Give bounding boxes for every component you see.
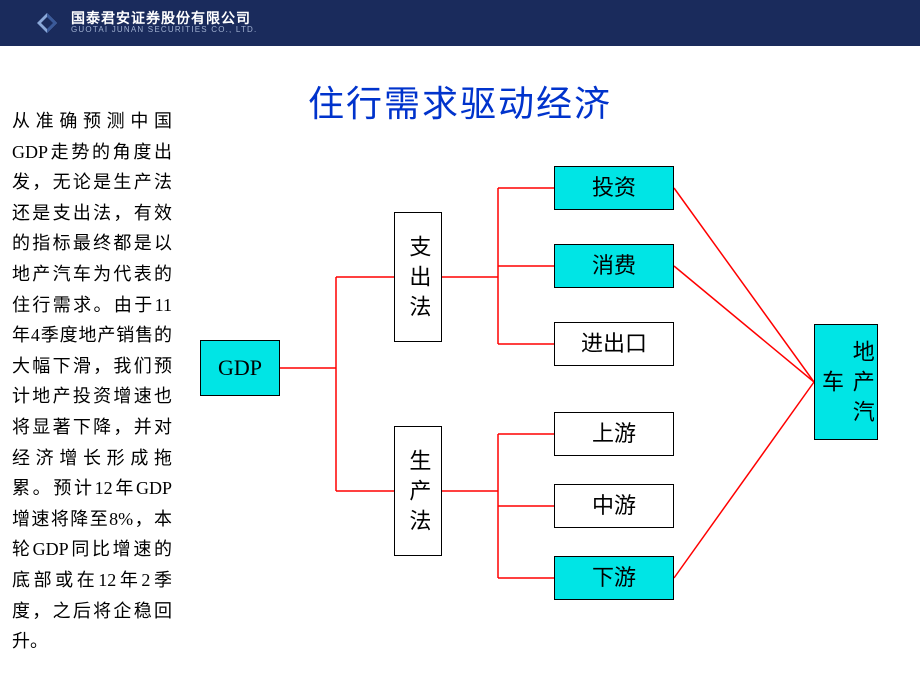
flow-diagram: GDP 支出法生产法 投资消费进出口上游中游下游 地产汽车 — [180, 140, 920, 670]
node-c3: 进出口 — [554, 322, 674, 366]
company-name-block: 国泰君安证券股份有限公司 GUOTAI JUNAN SECURITIES CO.… — [71, 11, 257, 35]
node-method2: 生产法 — [394, 426, 442, 556]
node-c1: 投资 — [554, 166, 674, 210]
slide-header: 国泰君安证券股份有限公司 GUOTAI JUNAN SECURITIES CO.… — [0, 0, 920, 46]
node-target: 地产汽车 — [814, 324, 878, 440]
company-name-cn: 国泰君安证券股份有限公司 — [71, 11, 257, 26]
node-gdp: GDP — [200, 340, 280, 396]
node-c5: 中游 — [554, 484, 674, 528]
company-name-en: GUOTAI JUNAN SECURITIES CO., LTD. — [71, 26, 257, 35]
company-logo-icon — [35, 11, 59, 35]
diagram-edges — [180, 140, 920, 670]
analysis-paragraph: 从准确预测中国GDP走势的角度出发，无论是生产法还是支出法，有效的指标最终都是以… — [12, 106, 172, 657]
node-c6: 下游 — [554, 556, 674, 600]
node-method1: 支出法 — [394, 212, 442, 342]
node-c4: 上游 — [554, 412, 674, 456]
node-c2: 消费 — [554, 244, 674, 288]
